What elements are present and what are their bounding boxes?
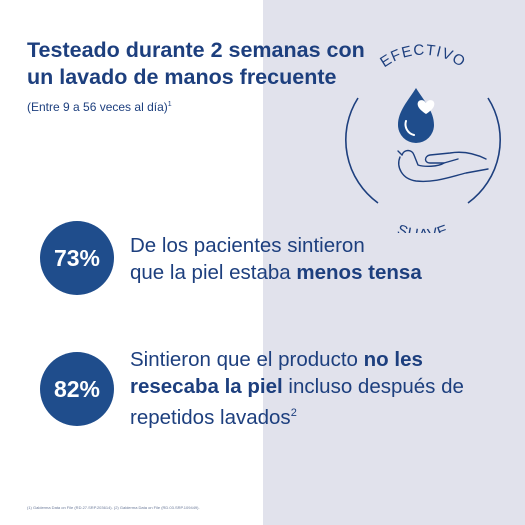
drop-heart-icon xyxy=(398,88,435,143)
emblem-left-arc xyxy=(345,97,379,204)
stat-line: De los pacientes sintieron xyxy=(130,234,365,257)
stat-line: que la piel estaba xyxy=(130,261,297,284)
footnote: (1) Galderma Data on File (RD.27.SRP.203… xyxy=(27,505,200,510)
stat-reference: 2 xyxy=(290,407,297,419)
subtitle-text: (Entre 9 a 56 veces al día) xyxy=(27,100,168,114)
headline: Testeado durante 2 semanas con un lavado… xyxy=(27,37,367,91)
subtitle-reference: 1 xyxy=(167,101,172,108)
emblem-bottom-word: SUAVE xyxy=(395,221,451,233)
stat-line: repetidos lavados xyxy=(130,405,291,429)
stat-line: Sintieron que el producto xyxy=(130,348,364,371)
stat-value: 82% xyxy=(53,375,101,402)
stat-description-82: Sintieron que el producto no les resecab… xyxy=(130,346,510,431)
stat-emphasis: no les xyxy=(363,348,423,371)
open-hand-icon xyxy=(397,149,489,183)
emblem-right-arc xyxy=(467,97,501,204)
headline-line-1: Testeado durante 2 semanas con xyxy=(27,38,365,62)
subtitle: (Entre 9 a 56 veces al día)1 xyxy=(27,100,172,114)
stat-line: incluso después de xyxy=(282,375,464,398)
right-background-panel xyxy=(263,0,525,525)
stat-emphasis: resecaba la piel xyxy=(130,375,283,398)
stat-emphasis: menos tensa xyxy=(296,261,422,284)
headline-line-2: un lavado de manos frecuente xyxy=(27,65,337,89)
effective-gentle-emblem: EFECTIVO SUAVE xyxy=(345,43,501,233)
stat-circle-82: 82% xyxy=(40,352,114,426)
stat-circle-73: 73% xyxy=(40,221,114,295)
emblem-top-word: EFECTIVO xyxy=(377,43,469,71)
stat-value: 73% xyxy=(53,244,101,271)
stat-description-73: De los pacientes sintieron que la piel e… xyxy=(130,232,510,286)
